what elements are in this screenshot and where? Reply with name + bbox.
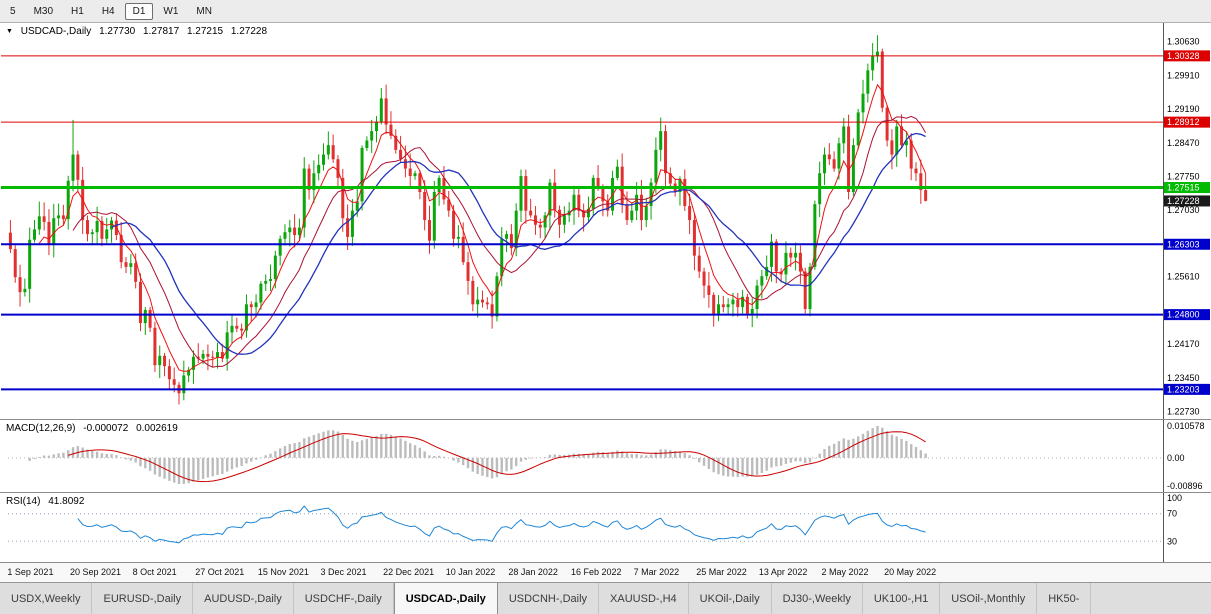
close-value: 1.27228	[230, 26, 268, 37]
price-axis[interactable]: 1.30630 1.29910 1.29190 1.28470 1.27750 1.270…	[1163, 23, 1211, 419]
macd-histogram-layer	[28, 426, 927, 484]
tab-usdx-weekly[interactable]: USDX,Weekly	[0, 583, 93, 614]
tab-usdcad-daily[interactable]: USDCAD-,Daily	[393, 583, 498, 614]
timeframe-button-5[interactable]: 5	[10, 5, 16, 17]
date-label: 8 Oct 2021	[132, 567, 177, 577]
level-lines-layer[interactable]	[1, 55, 1163, 391]
timeframe-button-h4[interactable]: H4	[101, 5, 115, 17]
tab-audusd-daily[interactable]: AUDUSD-,Daily	[193, 583, 294, 614]
timeframe-button-m30[interactable]: M30	[33, 5, 54, 17]
date-label: 2 May 2022	[821, 567, 869, 577]
date-label: 1 Sep 2021	[7, 567, 54, 577]
macd-signal-line	[68, 431, 926, 483]
rsi-axis: 100 70 30	[1163, 493, 1182, 562]
tab-usdcnh-daily[interactable]: USDCNH-,Daily	[497, 583, 600, 614]
chart-tabs: USDX,Weekly EURUSD-,Daily AUDUSD-,Daily USD…	[0, 582, 1211, 614]
svg-text:1.28912: 1.28912	[1167, 117, 1200, 127]
date-label: 13 Apr 2022	[758, 567, 808, 577]
moving-averages-layer	[38, 83, 927, 372]
date-label: 25 Mar 2022	[696, 567, 747, 577]
tab-dj30-weekly[interactable]: DJ30-,Weekly	[771, 583, 863, 614]
date-label: 28 Jan 2022	[508, 567, 558, 577]
date-label: 16 Feb 2022	[570, 567, 622, 577]
tab-usdchf-daily[interactable]: USDCHF-,Daily	[293, 583, 394, 614]
chart-header: ▼ USDCAD-,Daily 1.27730 1.27817 1.27215 …	[6, 26, 272, 37]
timeframe-button-h1[interactable]: H1	[71, 5, 84, 17]
svg-text:0.010578: 0.010578	[1167, 421, 1205, 431]
symbol-label: USDCAD-,Daily	[20, 26, 92, 37]
date-label: 20 Sep 2021	[70, 567, 122, 577]
svg-text:1.29190: 1.29190	[1167, 104, 1200, 114]
tab-ukoil-daily[interactable]: UKOil-,Daily	[688, 583, 772, 614]
open-value: 1.27730	[99, 26, 136, 37]
date-label: 3 Dec 2021	[320, 567, 367, 577]
date-label: 22 Dec 2021	[383, 567, 435, 577]
collapse-chart-icon[interactable]: ▼	[6, 28, 13, 35]
svg-text:30: 30	[1167, 536, 1177, 546]
tab-xauusd-h4[interactable]: XAUUSD-,H4	[599, 583, 689, 614]
date-label: 20 May 2022	[884, 567, 937, 577]
svg-text:1.24800: 1.24800	[1167, 310, 1200, 320]
svg-text:1.23203: 1.23203	[1167, 384, 1200, 394]
svg-text:0.00: 0.00	[1167, 453, 1185, 463]
svg-text:1.27750: 1.27750	[1167, 172, 1200, 182]
svg-text:1.27030: 1.27030	[1167, 205, 1200, 215]
date-label: 15 Nov 2021	[257, 567, 309, 577]
main-chart-panel[interactable]: 1.30630 1.29910 1.29190 1.28470 1.27750 1.270…	[0, 23, 1211, 419]
candlestick-chart[interactable]: 1.30630 1.29910 1.29190 1.28470 1.27750 1.270…	[0, 23, 1211, 419]
macd-label: MACD(12,26,9) -0.000072 0.002619	[6, 423, 183, 434]
svg-text:-0.00896: -0.00896	[1167, 481, 1203, 491]
svg-text:1.22730: 1.22730	[1167, 407, 1200, 417]
svg-text:1.27228: 1.27228	[1167, 196, 1200, 206]
svg-text:1.23450: 1.23450	[1167, 373, 1200, 383]
svg-text:100: 100	[1167, 493, 1182, 503]
date-label: 10 Jan 2022	[445, 567, 496, 577]
rsi-chart[interactable]: 100 70 30	[0, 493, 1211, 562]
macd-chart[interactable]: 0.010578 0.00 -0.00896	[0, 420, 1211, 492]
timeframe-toolbar: 5 M30 H1 H4 D1 W1 MN	[0, 0, 1211, 23]
rsi-panel[interactable]: 100 70 30 RSI(14) 41.8092	[0, 492, 1211, 562]
time-axis[interactable]: 1 Sep 2021 20 Sep 2021 8 Oct 2021 27 Oct 20…	[0, 562, 1211, 582]
date-label: 7 Mar 2022	[633, 567, 680, 577]
macd-value-2: 0.002619	[136, 423, 178, 434]
candles-layer	[8, 35, 928, 405]
timeframe-button-mn[interactable]: MN	[196, 5, 212, 17]
tab-hk50[interactable]: HK50-	[1037, 583, 1092, 614]
tab-eurusd-daily[interactable]: EURUSD-,Daily	[92, 583, 194, 614]
svg-text:1.24170: 1.24170	[1167, 339, 1200, 349]
rsi-name: RSI(14)	[6, 496, 41, 507]
svg-text:1.28470: 1.28470	[1167, 138, 1200, 148]
tab-usoil-monthly[interactable]: USOil-,Monthly	[940, 583, 1038, 614]
macd-value-1: -0.000072	[83, 423, 129, 434]
date-label: 27 Oct 2021	[195, 567, 245, 577]
rsi-line	[77, 505, 926, 544]
svg-text:70: 70	[1167, 509, 1177, 519]
macd-axis: 0.010578 0.00 -0.00896	[1163, 420, 1205, 492]
timeframe-button-w1[interactable]: W1	[163, 5, 179, 17]
svg-text:1.26303: 1.26303	[1167, 239, 1200, 249]
timeframe-button-d1[interactable]: D1	[124, 2, 154, 20]
tab-uk100-h1[interactable]: UK100-,H1	[862, 583, 941, 614]
high-value: 1.27817	[143, 26, 180, 37]
svg-text:1.30630: 1.30630	[1167, 37, 1200, 47]
low-value: 1.27215	[186, 26, 224, 37]
svg-text:1.30328: 1.30328	[1167, 51, 1200, 61]
svg-text:1.27515: 1.27515	[1167, 183, 1200, 193]
rsi-label: RSI(14) 41.8092	[6, 496, 89, 507]
macd-panel[interactable]: 0.010578 0.00 -0.00896 MACD(12,26,9) -0.00…	[0, 419, 1211, 492]
macd-name: MACD(12,26,9)	[6, 423, 76, 434]
rsi-value: 41.8092	[48, 496, 85, 507]
svg-text:1.25610: 1.25610	[1167, 272, 1200, 282]
svg-text:1.29910: 1.29910	[1167, 70, 1200, 80]
